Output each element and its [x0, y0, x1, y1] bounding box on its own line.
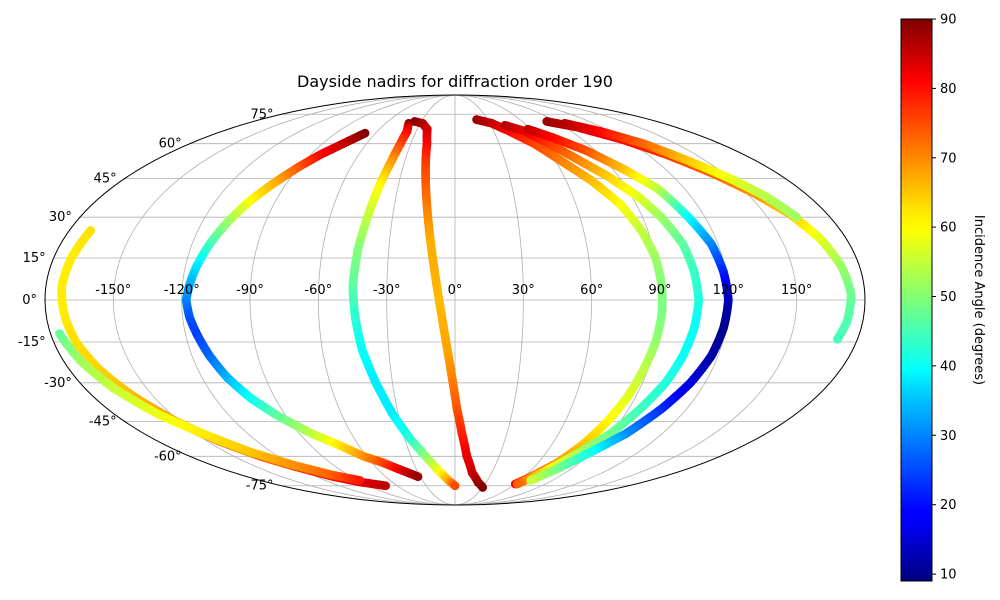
data-point [526, 476, 536, 485]
data-point [792, 212, 802, 222]
scatter-points [55, 115, 856, 492]
colorbar-tick-label: 20 [940, 498, 957, 513]
lon-tick-label: 120° [713, 283, 744, 298]
data-point [381, 481, 390, 491]
lon-tick-label: 150° [781, 283, 812, 298]
lon-tick-label: 30° [512, 283, 535, 298]
lat-tick-label: 30° [49, 210, 72, 225]
lon-tick-label: -60° [304, 283, 332, 298]
lon-tick-label: 90° [648, 283, 671, 298]
colorbar-tick-label: 10 [940, 568, 957, 583]
data-point [450, 481, 460, 491]
data-point [478, 483, 488, 492]
colorbar-tick-label: 60 [940, 221, 957, 236]
data-point [832, 334, 842, 344]
lat-tick-label: 45° [94, 172, 117, 187]
lon-tick-label: 0° [448, 283, 463, 298]
lat-tick-label: 75° [250, 107, 273, 122]
lat-tick-label: 0° [22, 293, 37, 308]
colorbar-tick-label: 40 [940, 359, 957, 374]
lon-tick-label: 60° [580, 283, 603, 298]
latitude-tick-labels: 75° 60° 45° 30° 15° 0° -15° -30° -45° -60° -75° [18, 107, 274, 493]
colorbar-tick-label: 70 [940, 151, 957, 166]
colorbar-ticks: 10 20 30 40 50 60 70 80 90 [932, 13, 957, 583]
lon-tick-label: -120° [164, 283, 200, 298]
lat-tick-label: 15° [23, 251, 46, 266]
colorbar-tick-label: 30 [940, 429, 957, 444]
chart-title: Dayside nadirs for diffraction order 190 [297, 72, 613, 91]
data-point [355, 476, 365, 485]
graticule [45, 95, 865, 505]
lat-tick-label: -30° [44, 376, 72, 391]
colorbar-tick-label: 90 [940, 13, 957, 28]
data-point [512, 479, 522, 489]
lon-tick-label: -90° [236, 283, 264, 298]
colorbar-tick-label: 80 [940, 82, 957, 97]
data-point [413, 472, 423, 482]
lat-tick-label: -15° [18, 335, 46, 350]
lat-tick-label: 60° [159, 137, 182, 152]
map-boundary [44, 94, 866, 506]
lon-tick-label: -150° [95, 283, 131, 298]
lat-tick-label: -75° [246, 479, 274, 494]
colorbar-label: Incidence Angle (degrees) [971, 215, 986, 385]
colorbar-tick-label: 50 [940, 290, 957, 305]
lat-tick-label: -60° [154, 449, 182, 464]
colorbar [900, 18, 933, 582]
lat-tick-label: -45° [89, 414, 117, 429]
lon-tick-label: -30° [373, 283, 401, 298]
longitude-tick-labels: -150° -120° -90° -60° -30° 0° 30° 60° 90° 120° 150… [95, 283, 812, 298]
